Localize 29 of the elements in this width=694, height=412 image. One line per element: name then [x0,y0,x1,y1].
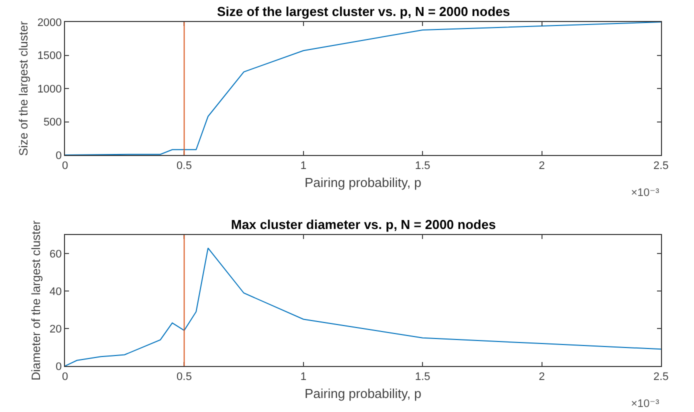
chart-title: Max cluster diameter vs. p, N = 2000 nodes [231,217,496,232]
line-series [65,248,661,366]
x-axis-title: Pairing probability, p [304,174,422,190]
x-axis-title: Pairing probability, p [304,386,422,401]
text: ×10⁻³ [631,187,660,199]
x-tick-label: 2.5 [653,371,669,384]
y-tick-label: 40 [50,286,62,298]
y-tick-label: 60 [50,248,62,261]
chart-title: Size of the largest cluster vs. p, N = 2000 nodes [217,4,510,19]
y-tick-label: 0 [56,150,62,162]
y-tick-label: 1500 [37,50,62,62]
x-tick-label: 1 [300,160,306,172]
x-tick-label: 2 [538,160,545,172]
x-tick-label: 2.5 [653,160,669,172]
y-tick-label: 500 [43,116,62,129]
y-tick-label: 1000 [37,83,62,96]
x-tick-label: 2 [538,371,545,384]
line-series [65,22,661,155]
x-tick-label: 1 [300,371,306,384]
y-tick-label: 2000 [37,16,62,29]
y-axis-title: Diameter of the largest cluster [28,220,43,381]
x-tick-label: 1.5 [414,371,430,384]
y-axis-title: Size of the largest cluster [16,21,31,156]
y-tick-label: 0 [56,360,62,373]
text: ×10⁻³ [631,398,660,410]
x-tick-label: 0.5 [176,371,192,384]
x-tick-label: 0.5 [176,160,192,172]
x-tick-label: 1.5 [414,160,430,172]
y-tick-label: 20 [50,323,62,336]
